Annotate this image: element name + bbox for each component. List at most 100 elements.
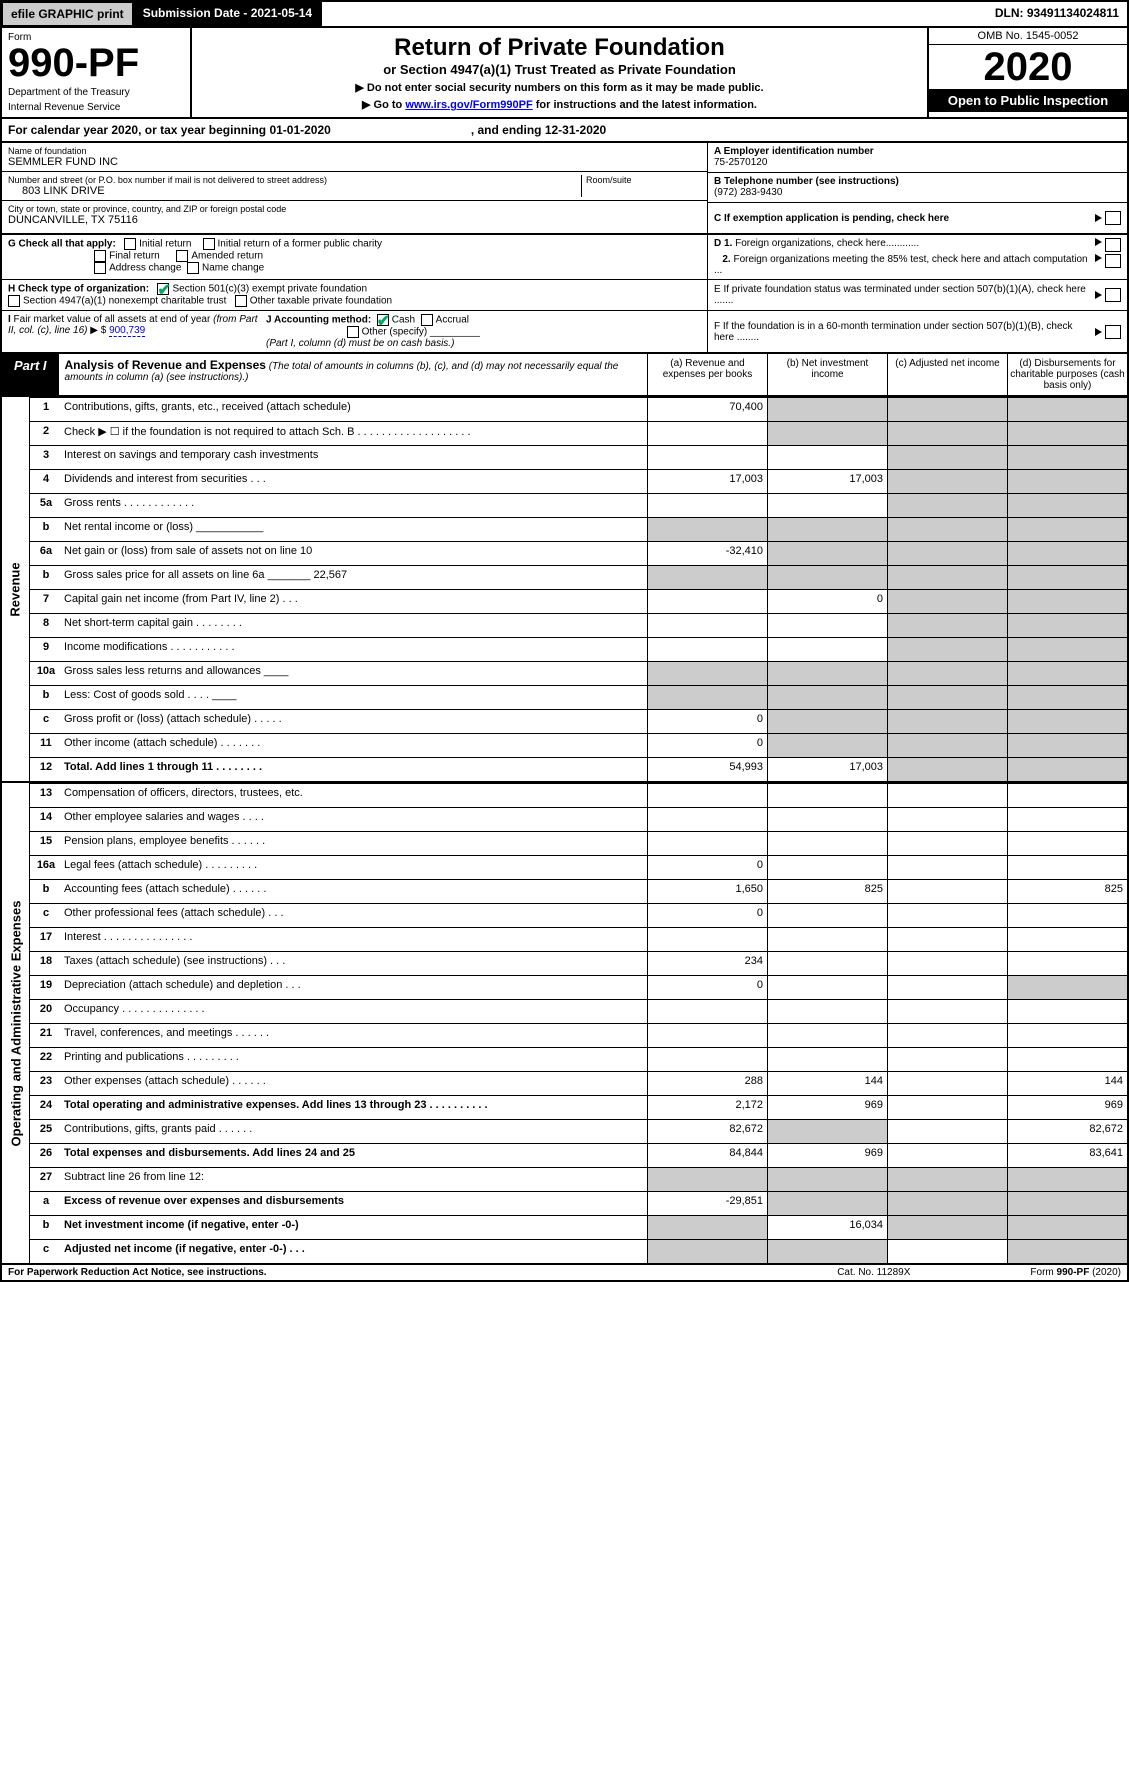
line-number: 13 <box>30 784 62 807</box>
line-desc: Taxes (attach schedule) (see instruction… <box>62 952 647 975</box>
col-d-cell <box>1007 952 1127 975</box>
col-c-cell <box>887 734 1007 757</box>
table-row: 5aGross rents . . . . . . . . . . . . <box>30 493 1127 517</box>
col-a-cell <box>647 638 767 661</box>
line-desc: Total expenses and disbursements. Add li… <box>62 1144 647 1167</box>
col-c-cell <box>887 1192 1007 1215</box>
col-a-cell <box>647 784 767 807</box>
cash-check[interactable] <box>377 314 389 326</box>
arrow-icon <box>1095 238 1102 246</box>
col-c-cell <box>887 446 1007 469</box>
arrow-icon <box>1095 328 1102 336</box>
line-desc: Other professional fees (attach schedule… <box>62 904 647 927</box>
col-c-cell <box>887 1096 1007 1119</box>
name-change-check[interactable] <box>187 262 199 274</box>
note2-pre: ▶ Go to <box>362 99 405 111</box>
col-a-cell: 2,172 <box>647 1096 767 1119</box>
line-desc: Printing and publications . . . . . . . … <box>62 1048 647 1071</box>
address-label: Number and street (or P.O. box number if… <box>8 175 581 185</box>
col-b-cell <box>767 638 887 661</box>
address-value: 803 LINK DRIVE <box>8 185 581 197</box>
line-number: c <box>30 710 62 733</box>
foundation-name: SEMMLER FUND INC <box>8 156 701 168</box>
accrual-check[interactable] <box>421 314 433 326</box>
col-c-cell <box>887 1048 1007 1071</box>
col-c-cell <box>887 808 1007 831</box>
col-a-cell <box>647 1216 767 1239</box>
table-row: cOther professional fees (attach schedul… <box>30 903 1127 927</box>
col-b-cell <box>767 1120 887 1143</box>
e-checkbox[interactable] <box>1105 288 1121 302</box>
col-d-cell <box>1007 784 1127 807</box>
final-label: Final return <box>109 251 160 262</box>
col-d-cell <box>1007 662 1127 685</box>
other-spec-check[interactable] <box>347 326 359 338</box>
line-desc: Subtract line 26 from line 12: <box>62 1168 647 1191</box>
f-checkbox[interactable] <box>1105 325 1121 339</box>
efile-print-button[interactable]: efile GRAPHIC print <box>2 2 133 26</box>
other-tax-check[interactable] <box>235 295 247 307</box>
line-desc: Legal fees (attach schedule) . . . . . .… <box>62 856 647 879</box>
paperwork-notice: For Paperwork Reduction Act Notice, see … <box>8 1267 267 1278</box>
table-row: 3Interest on savings and temporary cash … <box>30 445 1127 469</box>
line-desc: Other employee salaries and wages . . . … <box>62 808 647 831</box>
col-c-header: (c) Adjusted net income <box>887 354 1007 395</box>
col-c-cell <box>887 904 1007 927</box>
col-d-cell <box>1007 1240 1127 1263</box>
tax-year: 2020 <box>929 45 1127 89</box>
d2-checkbox[interactable] <box>1105 254 1121 268</box>
c-checkbox[interactable] <box>1105 211 1121 225</box>
h-label: H Check type of organization: <box>8 284 149 295</box>
line-number: b <box>30 880 62 903</box>
initial-former-check[interactable] <box>203 238 215 250</box>
col-b-cell <box>767 784 887 807</box>
initial-return-check[interactable] <box>124 238 136 250</box>
sec4947-check[interactable] <box>8 295 20 307</box>
col-b-cell <box>767 856 887 879</box>
final-return-check[interactable] <box>94 250 106 262</box>
sec501-check[interactable] <box>157 283 169 295</box>
col-d-cell: 82,672 <box>1007 1120 1127 1143</box>
line-number: 4 <box>30 470 62 493</box>
col-b-cell <box>767 1048 887 1071</box>
expense-sidelabel: Operating and Administrative Expenses <box>2 783 30 1263</box>
room-label: Room/suite <box>586 175 701 185</box>
part1-title: Analysis of Revenue and Expenses <box>65 358 266 372</box>
col-c-cell <box>887 952 1007 975</box>
col-a-cell <box>647 662 767 685</box>
col-b-cell <box>767 1000 887 1023</box>
line-number: 20 <box>30 1000 62 1023</box>
irs-link[interactable]: www.irs.gov/Form990PF <box>405 99 532 111</box>
line-desc: Contributions, gifts, grants, etc., rece… <box>62 398 647 421</box>
addr-change-check[interactable] <box>94 262 106 274</box>
form-page: efile GRAPHIC print Submission Date - 20… <box>0 0 1129 1282</box>
table-row: 12Total. Add lines 1 through 11 . . . . … <box>30 757 1127 781</box>
col-b-cell <box>767 808 887 831</box>
line-number: 24 <box>30 1096 62 1119</box>
col-a-cell <box>647 446 767 469</box>
table-row: 14Other employee salaries and wages . . … <box>30 807 1127 831</box>
col-d-cell <box>1007 422 1127 445</box>
amended-check[interactable] <box>176 250 188 262</box>
line-desc: Pension plans, employee benefits . . . .… <box>62 832 647 855</box>
other-tax-label: Other taxable private foundation <box>250 296 392 307</box>
col-d-cell <box>1007 638 1127 661</box>
line-desc: Income modifications . . . . . . . . . .… <box>62 638 647 661</box>
line-number: 2 <box>30 422 62 445</box>
col-c-cell <box>887 518 1007 541</box>
line-number: b <box>30 518 62 541</box>
line-desc: Net rental income or (loss) ___________ <box>62 518 647 541</box>
col-a-cell: -32,410 <box>647 542 767 565</box>
col-a-cell: 82,672 <box>647 1120 767 1143</box>
calyear-end: , and ending 12-31-2020 <box>471 123 606 137</box>
line-number: c <box>30 1240 62 1263</box>
ssn-note: ▶ Do not enter social security numbers o… <box>198 81 921 94</box>
line-desc: Net short-term capital gain . . . . . . … <box>62 614 647 637</box>
amended-label: Amended return <box>191 251 263 262</box>
irs-label: Internal Revenue Service <box>8 102 184 113</box>
col-b-cell <box>767 542 887 565</box>
col-d-cell <box>1007 1048 1127 1071</box>
col-b-cell <box>767 1192 887 1215</box>
d1-checkbox[interactable] <box>1105 238 1121 252</box>
col-d-header: (d) Disbursements for charitable purpose… <box>1007 354 1127 395</box>
